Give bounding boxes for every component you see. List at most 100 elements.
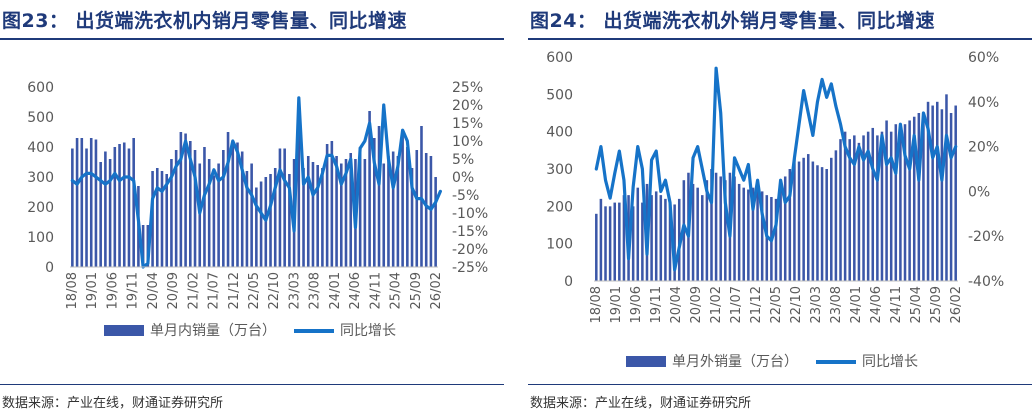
bar [779, 183, 782, 281]
bar [212, 175, 216, 267]
bar [99, 162, 102, 267]
y-left-tick-label: 0 [564, 274, 573, 290]
legend-bar-label: 单月外销量（万台） [672, 354, 798, 370]
legend-bar-label: 单月内销量（万台） [150, 323, 276, 339]
bar [608, 206, 612, 281]
x-tick-label: 24/11 [889, 286, 904, 323]
bar [132, 138, 135, 267]
legend-bar-swatch [626, 356, 666, 367]
chart-fig23: 0 100 200 300 400 500 600 -25% -20% -15% -10% -5% 0%… [27, 80, 488, 339]
bar [222, 150, 225, 267]
bar [747, 189, 750, 281]
x-tick-label: 25/04 [909, 286, 924, 323]
bar [830, 157, 833, 281]
bar [908, 120, 911, 281]
legend-bar-swatch [104, 325, 144, 336]
x-tick-label: 21/12 [749, 286, 764, 323]
bar [420, 126, 423, 267]
x-tick-label: 19/01 [609, 286, 624, 323]
bar [737, 183, 741, 281]
bar [604, 206, 607, 281]
bar [848, 139, 851, 281]
bar [339, 163, 343, 267]
x-tick-label: 22/10 [267, 272, 282, 309]
x-tick-label: 20/09 [689, 286, 704, 323]
bar [742, 187, 746, 281]
bar [396, 156, 400, 267]
bar [714, 172, 718, 281]
bar [876, 135, 879, 281]
bar [701, 195, 704, 281]
bar [802, 157, 805, 281]
bar [724, 180, 727, 281]
x-tick-label: 24/01 [849, 286, 864, 323]
y-left-tick-label: 200 [546, 199, 573, 215]
bar [613, 202, 616, 281]
bar [179, 132, 183, 267]
bar [903, 124, 907, 281]
x-tick-label: 23/08 [308, 272, 323, 309]
bar [264, 177, 268, 267]
bar [429, 156, 433, 267]
y-right-tick-label: 40% [968, 95, 999, 111]
line-series-yoy [594, 66, 958, 272]
bar [825, 169, 828, 281]
bar [306, 156, 310, 267]
y-right-tick-label: 20% [452, 98, 483, 114]
chart-title: 图24： 出货端洗衣机外销月零售量、同比增速 [530, 10, 936, 32]
x-tick-label: 19/06 [105, 272, 120, 309]
legend-line-label: 同比增长 [862, 354, 918, 370]
bar [880, 131, 884, 281]
bar [922, 120, 925, 281]
bar [382, 163, 386, 267]
x-tick-label: 21/12 [227, 272, 242, 309]
bar [207, 159, 211, 267]
x-tick-label: 26/02 [429, 272, 444, 309]
bar [250, 163, 253, 267]
bar [335, 156, 338, 267]
bar [673, 204, 676, 281]
x-tick-label: 22/10 [789, 286, 804, 323]
bar [387, 156, 390, 267]
bar [705, 180, 709, 281]
x-tick-label: 25/04 [389, 272, 404, 309]
bar [940, 109, 944, 282]
x-tick-label: 26/02 [949, 286, 964, 323]
bar [853, 135, 856, 281]
bar [945, 94, 948, 281]
y-left-tick-label: 0 [45, 260, 54, 276]
bar [917, 113, 921, 281]
bar [288, 174, 291, 267]
bar [377, 126, 381, 267]
x-tick-label: 24/06 [348, 272, 363, 309]
bar [122, 142, 126, 267]
source-note: 数据来源：产业在线，财通证券研究所 [2, 396, 224, 411]
bar [75, 138, 79, 267]
bar [424, 153, 428, 267]
bar [912, 116, 916, 281]
bar [155, 168, 159, 267]
bar [434, 177, 437, 267]
bar [259, 181, 263, 267]
bar [618, 202, 621, 281]
bar [226, 132, 230, 267]
bar [636, 187, 640, 281]
bar [871, 127, 875, 282]
bar [820, 167, 824, 281]
bar [141, 225, 145, 267]
bar [297, 111, 301, 267]
bar [834, 150, 838, 281]
y-left-tick-label: 100 [546, 237, 573, 253]
bar [406, 147, 409, 267]
bar [71, 148, 74, 267]
bar [278, 148, 282, 267]
bar [311, 162, 315, 267]
x-tick-label: 24/01 [328, 272, 343, 309]
bar [806, 154, 810, 281]
bar [926, 101, 930, 281]
bar [349, 153, 353, 267]
x-tick-label: 19/11 [126, 272, 141, 309]
bar [862, 135, 865, 281]
y-right-tick-label: 0% [452, 170, 474, 186]
bar [599, 198, 603, 281]
